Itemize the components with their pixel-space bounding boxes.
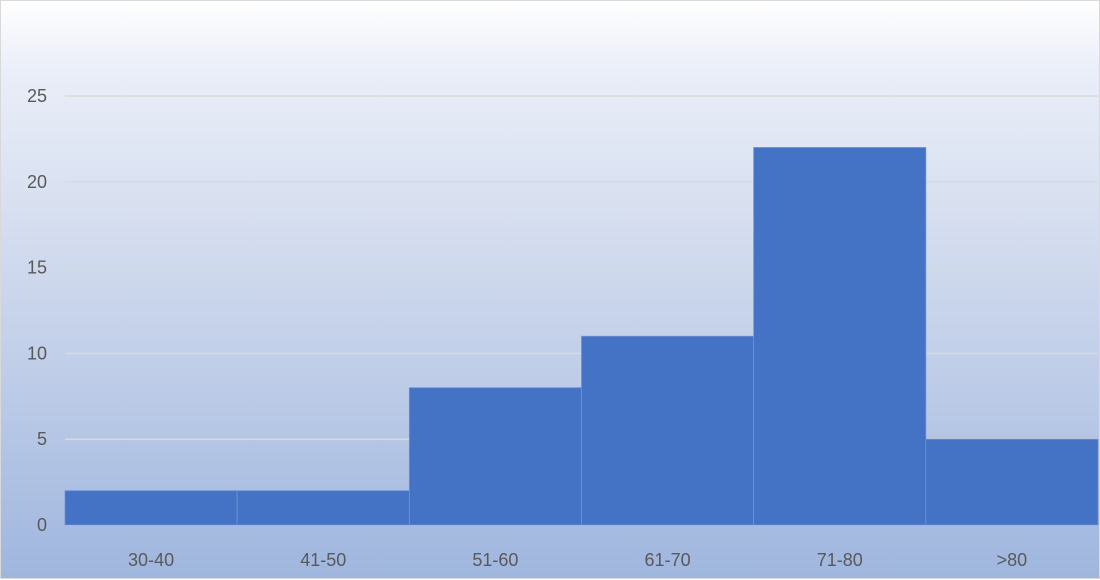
bar-30-40 xyxy=(64,490,238,526)
bar-51-60 xyxy=(408,387,582,526)
bar-61-70 xyxy=(581,335,755,526)
x-axis-ticks: 30-40 41-50 51-60 61-70 71-80 >80 xyxy=(128,550,1027,570)
bar--80 xyxy=(925,438,1099,526)
bar-71-80 xyxy=(753,147,927,526)
x-tick-label: 41-50 xyxy=(300,550,346,570)
y-tick-label: 0 xyxy=(37,515,47,535)
y-axis-ticks: 0 5 10 15 20 25 xyxy=(27,86,47,535)
x-tick-label: >80 xyxy=(997,550,1028,570)
y-tick-label: 5 xyxy=(37,429,47,449)
y-tick-label: 25 xyxy=(27,86,47,106)
x-tick-label: 30-40 xyxy=(128,550,174,570)
x-tick-label: 61-70 xyxy=(645,550,691,570)
x-tick-label: 51-60 xyxy=(472,550,518,570)
bar-41-50 xyxy=(236,490,410,526)
bars xyxy=(64,147,1099,526)
y-tick-label: 15 xyxy=(27,258,47,278)
x-tick-label: 71-80 xyxy=(817,550,863,570)
y-tick-label: 20 xyxy=(27,172,47,192)
y-tick-label: 10 xyxy=(27,343,47,363)
